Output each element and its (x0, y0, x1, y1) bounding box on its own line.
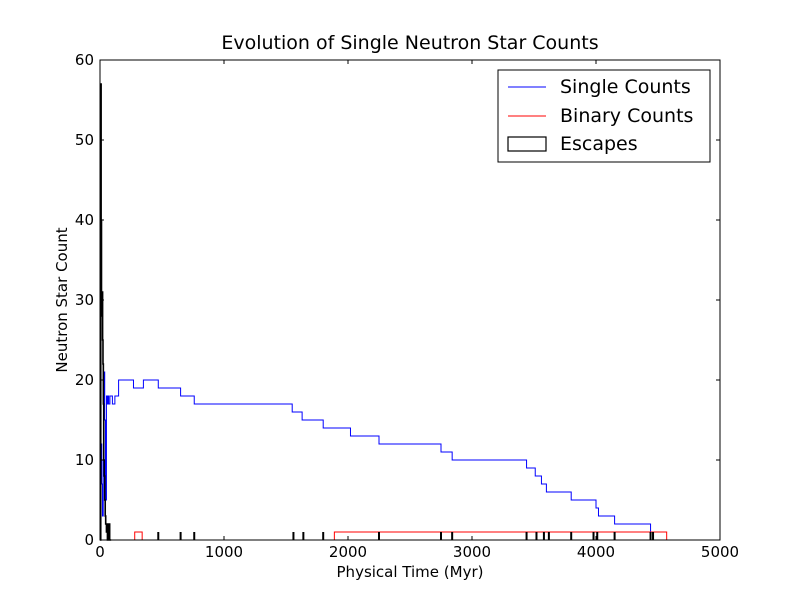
legend-swatch-escapes (507, 136, 547, 152)
x-tick-label-2: 2000 (329, 543, 367, 561)
x-tick-label-4: 4000 (577, 543, 615, 561)
legend-label-escapes: Escapes (560, 133, 638, 155)
x-tick-label-3: 3000 (453, 543, 491, 561)
x-tick-label-5: 5000 (701, 543, 739, 561)
legend-label-single: Single Counts (560, 76, 691, 98)
y-tick-label-5: 50 (75, 131, 94, 149)
y-tick-label-4: 40 (75, 211, 94, 229)
series-line-single-counts (100, 371, 652, 540)
y-tick-label-1: 10 (75, 451, 94, 469)
x-tick-label-1: 1000 (205, 543, 243, 561)
y-tick-label-0: 0 (84, 531, 94, 549)
ticks-layer: 0 1000 2000 3000 4000 5000 0 10 20 30 40 50 60 (75, 51, 739, 561)
chart-title: Evolution of Single Neutron Star Counts (221, 32, 598, 54)
series-line-escapes (99, 83, 112, 541)
y-tick-label-2: 20 (75, 371, 94, 389)
x-tick-label-0: 0 (95, 543, 105, 561)
y-tick-label-3: 30 (75, 291, 94, 309)
x-axis-label: Physical Time (Myr) (337, 563, 484, 581)
y-tick-label-6: 60 (75, 51, 94, 69)
y-axis-label: Neutron Star Count (53, 227, 71, 372)
legend: Single Counts Binary Counts Escapes (497, 69, 711, 163)
legend-label-binary: Binary Counts (560, 105, 693, 127)
